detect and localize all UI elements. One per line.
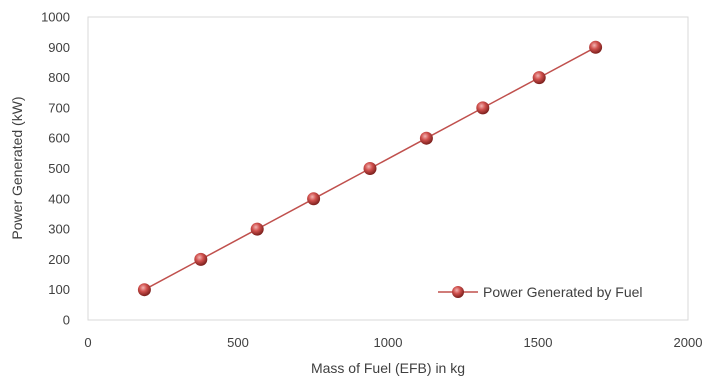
x-tick-label: 1500: [524, 335, 553, 350]
plot-frame: [87, 16, 689, 321]
x-axis-title: Mass of Fuel (EFB) in kg: [311, 360, 465, 376]
y-tick-label: 600: [48, 131, 70, 146]
y-tick-label: 800: [48, 70, 70, 85]
y-axis-title: Power Generated (kW): [9, 96, 25, 239]
x-tick-label: 2000: [674, 335, 703, 350]
data-point: [137, 283, 151, 297]
y-tick-label: 900: [48, 40, 70, 55]
x-tick-label: 0: [84, 335, 91, 350]
y-tick-label: 400: [48, 191, 70, 206]
y-tick-label: 100: [48, 282, 70, 297]
y-tick-label: 200: [48, 252, 70, 267]
legend: Power Generated by Fuel: [438, 284, 643, 300]
y-tick-label: 1000: [41, 10, 70, 25]
y-tick-label: 300: [48, 222, 70, 237]
data-point: [250, 222, 264, 236]
data-point: [363, 162, 377, 175]
data-point: [419, 131, 433, 145]
legend-marker: [452, 286, 464, 298]
data-point: [532, 71, 546, 85]
legend-label: Power Generated by Fuel: [483, 284, 643, 300]
y-tick-label: 700: [48, 100, 70, 115]
data-point: [307, 192, 321, 206]
x-axis-ticks: 0 500 1000 1500 2000: [84, 335, 702, 350]
data-point: [476, 101, 490, 115]
y-tick-label: 0: [63, 313, 70, 328]
x-tick-label: 1000: [374, 335, 403, 350]
series-points: [137, 40, 603, 297]
data-point: [194, 252, 208, 266]
y-tick-label: 500: [48, 161, 70, 176]
y-axis-ticks: 0 100 200 300 400 500 600 700 800 900 1000: [41, 10, 70, 328]
data-point: [589, 40, 603, 54]
x-tick-label: 500: [227, 335, 249, 350]
